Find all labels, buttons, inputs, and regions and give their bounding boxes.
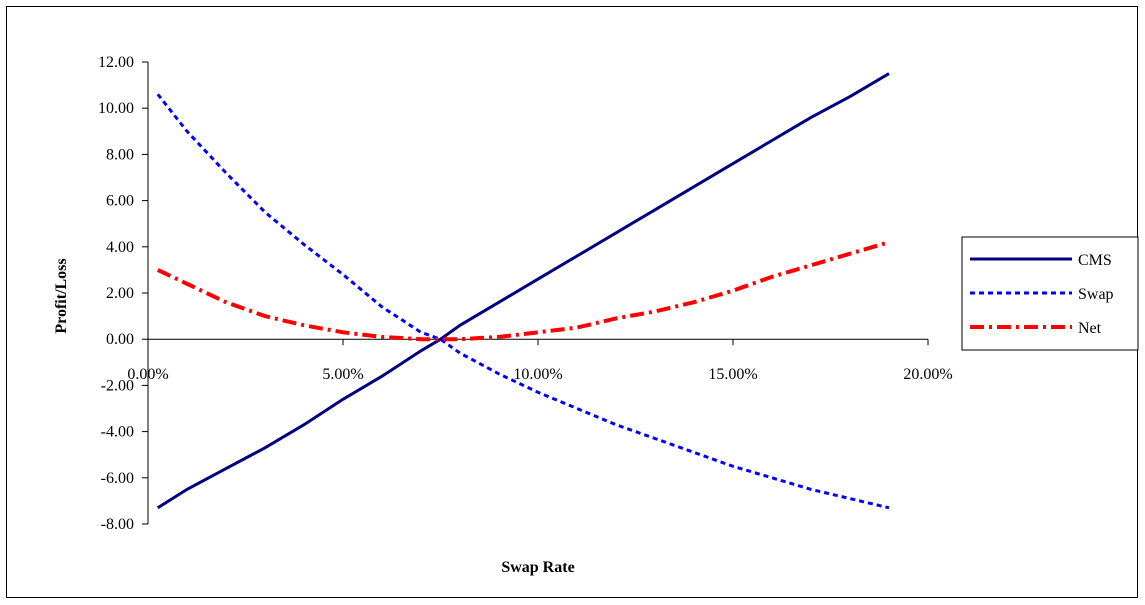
series-line-cms [157, 72, 890, 510]
legend-label-swap: Swap [1078, 286, 1114, 303]
legend-label-cms: CMS [1078, 252, 1112, 269]
tick-labels: 12.00 10.00 8.00 6.00 4.00 2.00 0.00 -2.00 -4.00… [98, 54, 953, 533]
y-tick-label: 4.00 [106, 239, 134, 256]
x-tick-label: 0.00% [127, 366, 168, 383]
y-tick-label: -4.00 [101, 424, 134, 441]
x-tick-label: 15.00% [708, 366, 757, 383]
x-tick-label: 5.00% [322, 366, 363, 383]
x-tick-label: 10.00% [513, 366, 562, 383]
chart-frame [6, 6, 1138, 598]
x-tick-label: 20.00% [903, 366, 952, 383]
y-tick-label: 6.00 [106, 193, 134, 210]
y-tick-label: 8.00 [106, 146, 134, 163]
series-line-net [156, 240, 890, 342]
x-axis-title: Swap Rate [501, 559, 574, 576]
y-axis-title: Profit/Loss [53, 258, 70, 333]
y-tick-label: -6.00 [101, 470, 134, 487]
series-layer [156, 72, 890, 510]
y-tick-label: 12.00 [98, 54, 134, 71]
y-tick-label: 2.00 [106, 285, 134, 302]
y-tick-label: -2.00 [101, 377, 134, 394]
y-tick-label: 10.00 [98, 100, 134, 117]
legend-label-net: Net [1078, 320, 1102, 337]
series-line-swap [156, 93, 890, 510]
y-tick-label: -8.00 [101, 516, 134, 533]
y-tick-label: 0.00 [106, 331, 134, 348]
legend: CMS Swap Net [961, 236, 1139, 351]
axes [142, 61, 929, 525]
